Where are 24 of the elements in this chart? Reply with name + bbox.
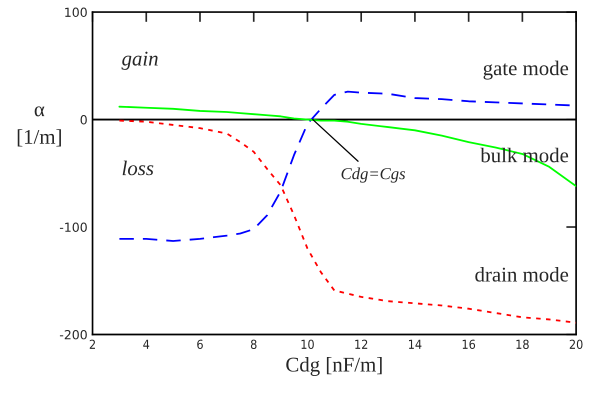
y-axis-title: α [1/m] (18, 106, 61, 147)
x-tick-label: 4 (143, 340, 150, 349)
x-tick-label: 18 (516, 340, 529, 350)
y-tick-label: 100 (65, 8, 87, 18)
x-tick-label: 20 (570, 340, 583, 350)
x-tick-label: 6 (197, 340, 203, 350)
y-tick-label: -200 (60, 330, 87, 340)
y-tick-label: -100 (60, 222, 87, 232)
annotation: gain (122, 52, 158, 70)
line-series (118, 120, 576, 324)
x-tick-label: 2 (90, 340, 95, 349)
annotation: Cdg=Cgs (342, 168, 406, 183)
x-tick-label: 8 (250, 340, 257, 350)
x-tick-label: 14 (408, 340, 422, 349)
annotation: loss (122, 160, 154, 176)
y-tick-label: 0 (80, 115, 87, 124)
x-axis-title: Cdg [nF/m] (286, 357, 382, 376)
x-tick-label: 16 (462, 340, 476, 350)
x-tick-label: 12 (355, 340, 368, 349)
series-label: bulk mode (480, 148, 568, 162)
series-label: drain mode (475, 267, 568, 282)
line-series (118, 106, 576, 188)
series-label: gate mode (484, 60, 568, 80)
x-tick-label: 10 (302, 340, 314, 350)
